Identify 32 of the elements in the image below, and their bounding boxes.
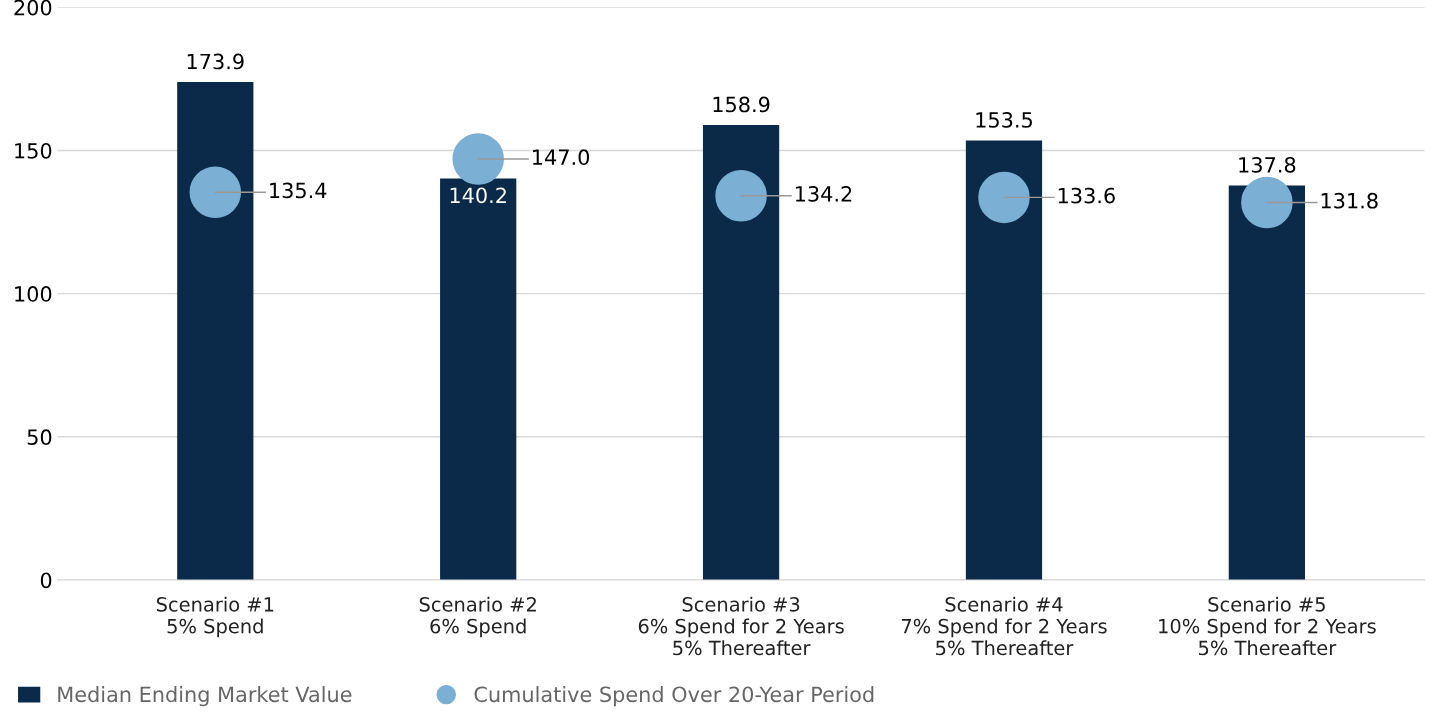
x-tick-label: Scenario #1 5% Spend xyxy=(156,596,274,638)
data-label: 158.9 xyxy=(713,96,770,113)
point xyxy=(189,166,242,218)
data-label: 147.0 xyxy=(533,149,590,166)
bar xyxy=(702,124,780,580)
y-tick-label: 150 xyxy=(15,142,52,159)
data-label: 173.9 xyxy=(187,53,244,70)
data-label: 137.8 xyxy=(1239,156,1296,173)
data-label: 153.5 xyxy=(976,112,1032,128)
x-tick-label: Scenario #2 6% Spend xyxy=(419,596,536,638)
bar xyxy=(177,81,254,580)
data-label: 131.8 xyxy=(1321,192,1378,209)
legend-label: Median Ending Market Value xyxy=(58,686,352,707)
point xyxy=(715,169,767,222)
y-tick-label: 100 xyxy=(15,286,52,302)
y-tick-label: 200 xyxy=(14,0,52,16)
data-label: 134.2 xyxy=(795,185,852,202)
y-tick-label: 0 xyxy=(40,572,52,589)
legend-label: Cumulative Spend Over 20-Year Period xyxy=(474,686,874,707)
bar xyxy=(440,178,517,580)
bar xyxy=(1228,185,1305,580)
point xyxy=(978,171,1030,224)
data-label: 133.6 xyxy=(1058,187,1115,204)
data-label: 140.2 xyxy=(450,187,506,204)
data-label: 135.4 xyxy=(270,182,327,199)
point xyxy=(452,133,504,185)
bar xyxy=(965,140,1043,580)
x-tick-label: Scenario #4 7% Spend for 2 Years 5% Thereafter xyxy=(901,596,1107,656)
x-tick-label: Scenario #3 6% Spend for 2 Years 5% Thereafter xyxy=(638,596,844,656)
y-tick-label: 50 xyxy=(27,429,52,446)
point xyxy=(1241,176,1293,229)
x-tick-label: Scenario #5 10% Spend for 2 Years 5% Thereafter xyxy=(1159,596,1376,656)
